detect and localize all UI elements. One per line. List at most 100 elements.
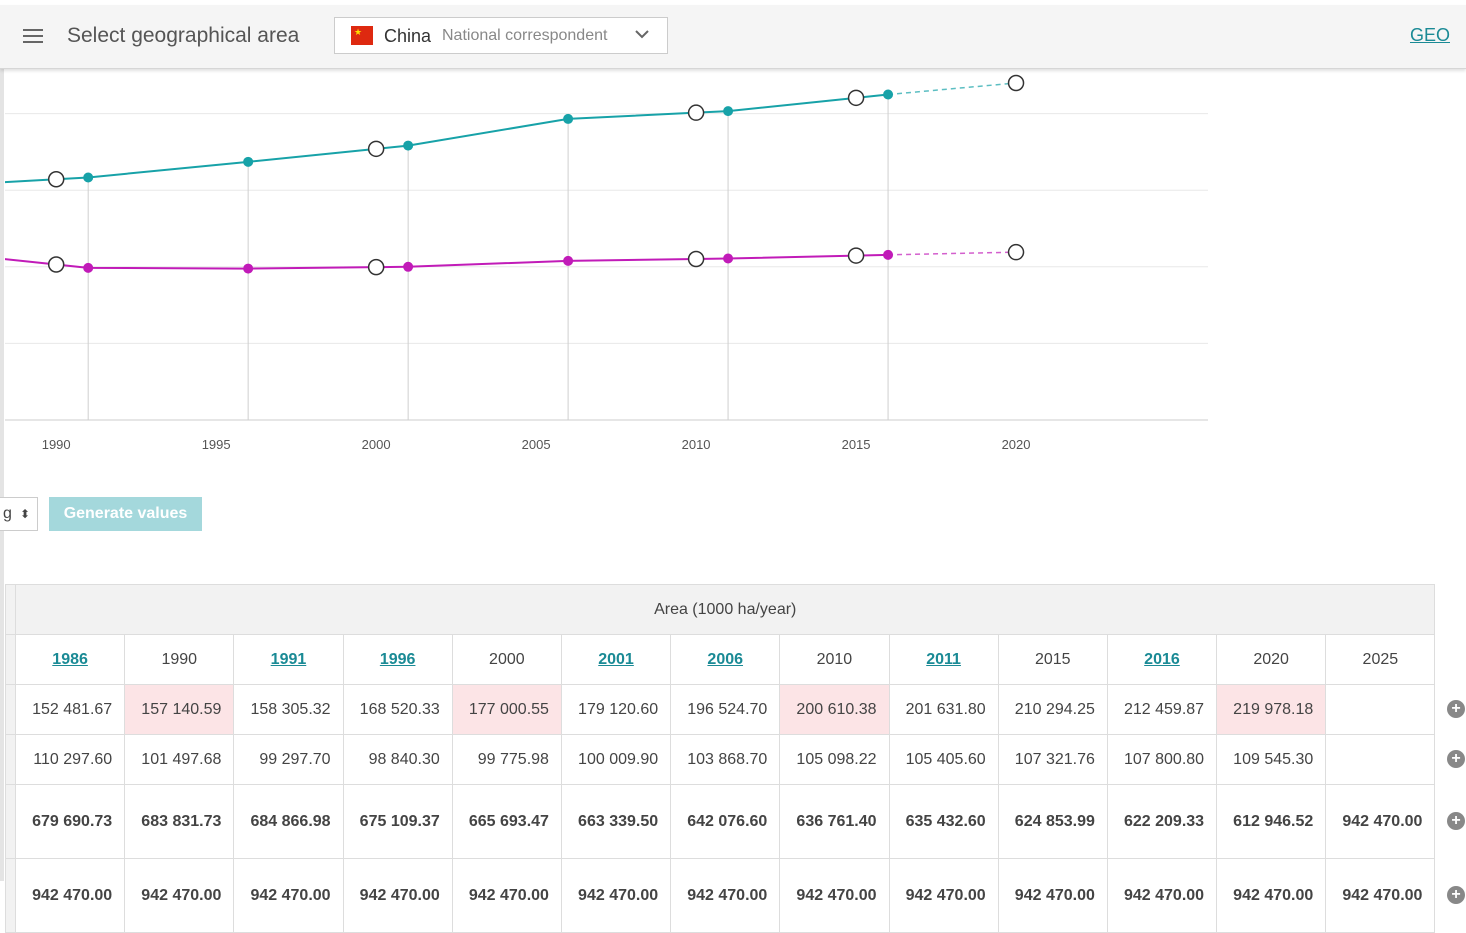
x-tick-label: 1995 — [202, 437, 231, 452]
data-point-open — [1007, 74, 1025, 92]
data-point-open — [1007, 243, 1025, 261]
table-cell: 105 098.22 — [779, 734, 890, 785]
plot — [5, 74, 1025, 420]
series-line — [5, 93, 889, 184]
table-cell: 110 297.60 — [14, 734, 126, 785]
table-cell: 635 432.60 — [888, 784, 999, 859]
add-row-button[interactable]: + — [1447, 812, 1465, 830]
stub — [5, 858, 16, 933]
table-cell: 942 470.00 — [342, 858, 453, 933]
table-cell: 636 761.40 — [779, 784, 890, 859]
data-point — [243, 263, 254, 274]
year-row: 1986 1990 1991 1996 2000 2001 2006 2010 2011 2015… — [5, 634, 1436, 685]
table-cell: 177 000.55 — [451, 684, 562, 735]
table-cell: 105 405.60 — [888, 734, 999, 785]
table-cell: 942 470.00 — [233, 858, 344, 933]
data-point — [563, 113, 574, 124]
caption-row: Area (1000 ha/year) — [5, 584, 1436, 635]
select-label: Select geographical area — [67, 24, 300, 47]
table-cell: 201 631.80 — [888, 684, 999, 735]
table-cell: 98 840.30 — [342, 734, 453, 785]
table-cell: 942 470.00 — [1325, 858, 1436, 933]
page: {"header": {"select_label": "Select geog… — [0, 5, 1466, 933]
stub — [5, 784, 16, 859]
year-header: 2015 — [997, 634, 1108, 685]
year-header[interactable]: 2011 — [888, 634, 999, 685]
table-cell: 200 610.38 — [779, 684, 890, 735]
chevron — [635, 30, 649, 39]
data-row: 152 481.67 157 140.59 158 305.32 168 520.33… — [5, 684, 1436, 735]
data-row: 942 470.00 942 470.00 942 470.00 942 470.00… — [5, 858, 1436, 933]
table-cell: 103 868.70 — [670, 734, 781, 785]
table-cell: 683 831.73 — [124, 784, 235, 859]
x-tick-label: 2020 — [1002, 437, 1031, 452]
data-point — [723, 253, 734, 264]
x-tick-label: 2015 — [842, 437, 871, 452]
table-cell — [1325, 684, 1436, 735]
year-header[interactable]: 2006 — [670, 634, 781, 685]
stub — [5, 634, 16, 685]
table-cell: 663 339.50 — [560, 784, 672, 859]
table-cell: 675 109.37 — [342, 784, 453, 859]
data-point — [243, 156, 254, 167]
year-header[interactable]: 2001 — [560, 634, 672, 685]
left-bar — [0, 69, 4, 881]
select[interactable]: g ⬍ — [0, 497, 38, 531]
add-row-button[interactable]: + — [1447, 750, 1465, 768]
data-point — [83, 172, 94, 183]
data-point-open — [847, 247, 865, 264]
table-cell: 684 866.98 — [233, 784, 344, 859]
menu-button[interactable] — [23, 29, 43, 47]
table-cell: 942 470.00 — [451, 858, 562, 933]
year-header: 2025 — [1325, 634, 1436, 685]
year-header: 1990 — [124, 634, 235, 685]
table-cell: 942 470.00 — [779, 858, 890, 933]
table-cell: 99 775.98 — [451, 734, 562, 785]
add-row-button[interactable]: + — [1447, 886, 1465, 904]
year-header: 2000 — [451, 634, 562, 685]
data-point — [883, 89, 894, 100]
table-cell: 99 297.70 — [233, 734, 344, 785]
table-cell: 157 140.59 — [124, 684, 235, 735]
year-header[interactable]: 2016 — [1106, 634, 1218, 685]
data-row: 679 690.73 683 831.73 684 866.98 675 109.37… — [5, 784, 1436, 859]
table-cell: 612 946.52 — [1216, 784, 1327, 859]
chart: 1990 1995 2000 2005 2010 2015 2020 — [5, 36, 1208, 452]
area-dropdown[interactable]: ★ China National correspondent — [334, 17, 668, 54]
data-point — [403, 261, 414, 272]
data-point-open — [847, 89, 865, 107]
table-cell: 168 520.33 — [342, 684, 453, 735]
year-header[interactable]: 1996 — [342, 634, 453, 685]
generate-button[interactable]: Generate values — [49, 497, 202, 531]
geo-link[interactable]: GEO — [1409, 25, 1450, 45]
table-cell: 212 459.87 — [1106, 684, 1218, 735]
series-line — [5, 253, 889, 270]
flag: ★ — [351, 26, 373, 45]
add-row-button[interactable]: + — [1447, 700, 1465, 718]
stub — [5, 684, 16, 735]
year-header: 2020 — [1216, 634, 1327, 685]
data-point-open — [47, 256, 65, 273]
data-point — [563, 255, 574, 266]
series-projection — [887, 82, 1017, 96]
table-cell: 101 497.68 — [124, 734, 235, 785]
table-cell: 942 470.00 — [560, 858, 672, 933]
table-cell: 624 853.99 — [997, 784, 1108, 859]
table-cell: 622 209.33 — [1106, 784, 1218, 859]
table-cell: 109 545.30 — [1216, 734, 1327, 785]
table-cell: 942 470.00 — [124, 858, 235, 933]
table-cell: 679 690.73 — [14, 784, 126, 859]
x-tick-label: 2000 — [362, 437, 391, 452]
table-cell: 107 800.80 — [1106, 734, 1218, 785]
table-cell: 942 470.00 — [1216, 858, 1327, 933]
table-cell: 942 470.00 — [1106, 858, 1218, 933]
header: Select geographical area ★ China Nationa… — [0, 5, 1466, 69]
table-cell: 942 470.00 — [14, 858, 126, 933]
year-header[interactable]: 1986 — [14, 634, 126, 685]
table-cell: 100 009.90 — [560, 734, 672, 785]
year-header[interactable]: 1991 — [233, 634, 344, 685]
select-value: g — [3, 505, 12, 522]
x-tick-label: 1990 — [42, 437, 71, 452]
table-cell — [1325, 734, 1436, 785]
select-arrows: ⬍ — [20, 507, 31, 521]
